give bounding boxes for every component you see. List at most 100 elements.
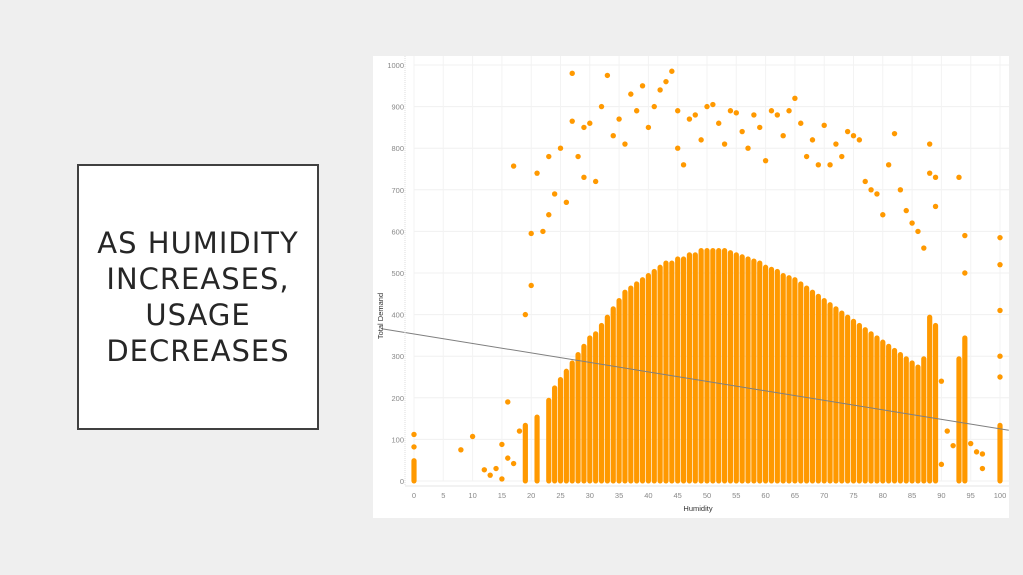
dense-point-column	[569, 360, 575, 484]
data-point	[874, 191, 880, 197]
data-point	[499, 476, 505, 482]
data-point	[862, 178, 868, 185]
dense-point-column	[956, 356, 962, 484]
y-tick-label: 600	[391, 227, 404, 236]
data-point	[997, 234, 1003, 241]
dense-point-column	[798, 281, 804, 484]
data-point	[903, 207, 909, 214]
data-point	[581, 124, 587, 131]
data-point	[411, 431, 417, 438]
data-point	[710, 101, 716, 108]
dense-point-column	[593, 331, 599, 484]
data-point	[499, 441, 505, 448]
data-point	[411, 444, 417, 450]
x-tick-label: 10	[468, 491, 476, 500]
dense-point-column	[932, 322, 939, 484]
data-point	[909, 220, 915, 226]
dense-point-column	[598, 322, 605, 484]
scatter-chart: 0 100 200 300 400 500 600 700 800 900 1000 0 5 10 15 20…	[376, 56, 1009, 513]
dense-point-column	[774, 268, 780, 484]
data-point	[944, 428, 950, 434]
data-point	[997, 261, 1003, 268]
data-point	[657, 87, 663, 93]
data-point	[821, 122, 827, 129]
dense-point-column	[575, 352, 581, 484]
data-point	[669, 68, 675, 74]
data-point	[786, 108, 792, 114]
data-point	[932, 203, 939, 210]
dense-point-column	[686, 252, 693, 484]
dense-point-column	[763, 264, 769, 484]
dense-point-column	[669, 260, 675, 484]
dense-point-column	[921, 356, 927, 484]
data-point	[932, 174, 939, 181]
data-point	[973, 449, 980, 455]
data-point	[704, 103, 710, 110]
data-point	[938, 461, 945, 468]
dense-point-column	[891, 347, 898, 484]
y-tick-label: 500	[391, 269, 404, 278]
data-point	[510, 163, 517, 169]
dense-point-column	[886, 343, 892, 484]
data-point	[540, 228, 546, 235]
dense-point-column	[833, 306, 839, 484]
data-point	[592, 178, 599, 185]
data-point	[891, 130, 898, 137]
dense-point-column	[522, 422, 528, 484]
x-tick-label: 55	[732, 491, 740, 500]
x-tick-label: 95	[967, 491, 975, 500]
trend-line	[381, 328, 1009, 431]
data-point	[481, 467, 488, 473]
dense-point-column	[639, 277, 646, 484]
data-point	[516, 428, 523, 434]
x-tick-label: 90	[937, 491, 945, 500]
y-tick-label: 200	[391, 394, 404, 403]
data-point	[692, 112, 698, 118]
data-point	[505, 399, 511, 405]
data-point	[897, 187, 904, 193]
dense-point-column	[897, 352, 903, 484]
dense-point-column	[962, 335, 968, 484]
data-point	[880, 212, 886, 218]
x-tick-label: 30	[586, 491, 594, 500]
data-point	[528, 230, 534, 237]
data-point	[921, 245, 927, 251]
dense-point-column	[786, 275, 792, 484]
data-point	[487, 472, 493, 478]
dense-point-column	[546, 397, 552, 484]
data-point	[698, 137, 704, 143]
data-point	[645, 124, 652, 131]
data-point	[938, 378, 945, 384]
data-point	[757, 124, 763, 131]
dense-point-column	[698, 248, 704, 484]
data-point	[557, 145, 564, 151]
data-point	[651, 103, 657, 110]
x-tick-label: 20	[527, 491, 535, 500]
data-point	[522, 311, 529, 318]
dense-point-column	[622, 289, 628, 484]
x-tick-label: 0	[412, 491, 416, 500]
data-point	[997, 374, 1003, 380]
y-tick-label: 800	[391, 144, 404, 153]
x-tick-label: 35	[615, 491, 623, 500]
x-tick-label: 80	[879, 491, 887, 500]
data-point	[563, 199, 570, 205]
dense-point-column	[768, 266, 775, 484]
data-point	[827, 162, 833, 168]
data-point	[534, 170, 540, 176]
data-point	[803, 153, 810, 160]
data-point	[639, 83, 646, 89]
y-tick-label: 400	[391, 311, 404, 320]
data-point	[575, 153, 581, 160]
data-point	[663, 78, 669, 85]
data-point	[809, 137, 816, 143]
data-point	[686, 116, 693, 122]
data-point	[505, 455, 511, 461]
slide-title: AS HUMIDITY INCREASES, USAGE DECREASES	[97, 226, 299, 368]
dense-point-column	[721, 248, 728, 484]
chart-panel: 0 100 200 300 400 500 600 700 800 900 1000 0 5 10 15 20…	[373, 56, 1009, 518]
dense-point-column	[692, 252, 698, 484]
data-point	[528, 282, 534, 289]
data-point	[721, 141, 728, 147]
dense-point-column	[845, 314, 851, 484]
